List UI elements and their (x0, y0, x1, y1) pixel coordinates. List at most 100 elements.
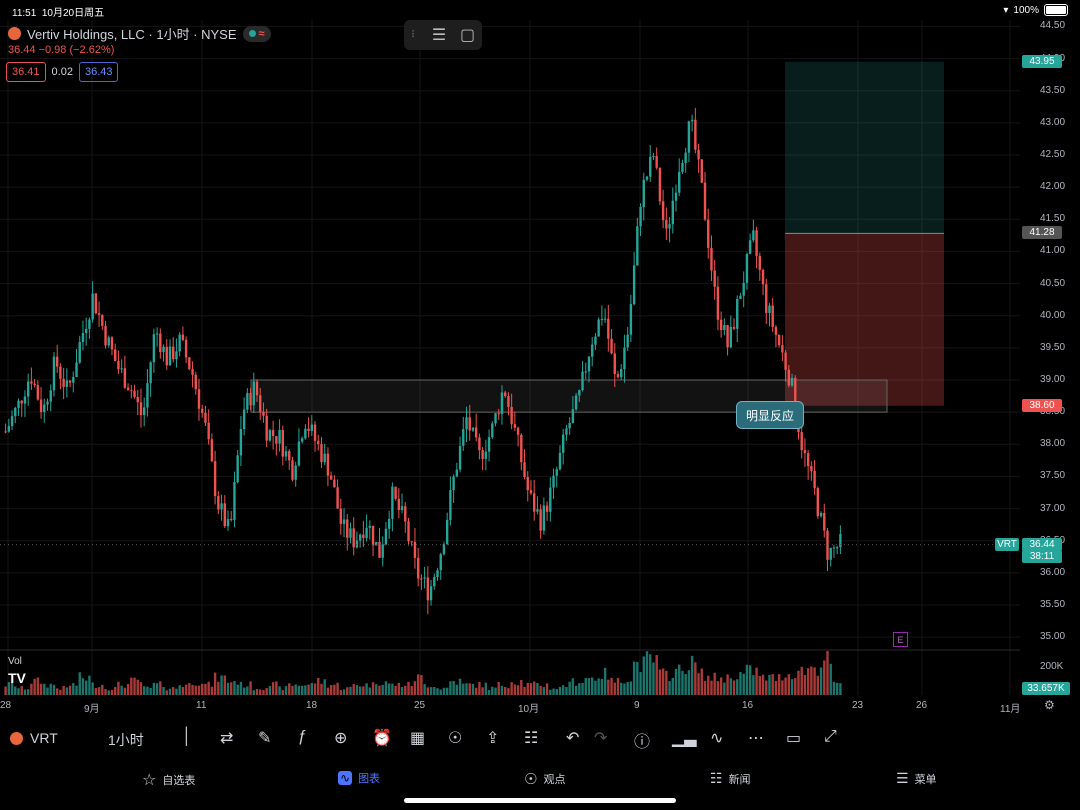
info-icon[interactable]: ⓘ (634, 734, 651, 751)
candle-body (213, 461, 217, 497)
x-tick-label: 11 (196, 700, 207, 711)
draw-pen-icon[interactable]: ✎ (258, 730, 272, 747)
annotation-label[interactable]: 明显反应 (736, 401, 804, 429)
candle-body (739, 295, 742, 299)
notes-icon[interactable]: ☷ (524, 730, 539, 747)
y-tick-label: 40.50 (1040, 277, 1066, 289)
volume-bar (97, 687, 101, 695)
volume-bar (23, 689, 27, 695)
volume-bar (732, 680, 736, 695)
volume-bar (404, 685, 407, 695)
alarm-icon[interactable]: ⏰ (372, 730, 392, 747)
time-axis[interactable]: 28 9月 11 18 25 10月 9 16 23 26 11月 (0, 698, 1022, 715)
volume-bar (436, 688, 439, 695)
market-status-pill[interactable]: ≈ (242, 25, 271, 42)
candle-body (616, 374, 620, 378)
volume-bar (233, 681, 236, 695)
tab-watchlist[interactable]: ☆ 自选表 (142, 772, 196, 789)
volume-bar (668, 681, 671, 695)
idea-lightbulb-icon[interactable]: ☉ (448, 730, 463, 747)
share-icon[interactable]: ⇪ (486, 730, 500, 747)
bid-price[interactable]: 36.41 (6, 62, 46, 82)
candle-body (761, 269, 765, 285)
candle-body (462, 429, 465, 446)
candle-body (549, 487, 552, 512)
volume-bar (565, 686, 568, 695)
indicators-icon[interactable]: ƒ (298, 728, 307, 745)
candle-body (742, 282, 745, 296)
candle-body (239, 429, 243, 456)
candle-body (684, 152, 687, 163)
layout-grid-icon[interactable]: ▦ (410, 730, 426, 747)
volume-bar (516, 685, 520, 695)
add-icon[interactable]: ⊕ (334, 730, 348, 747)
volume-bar (697, 673, 700, 695)
y-tick-label: 37.50 (1040, 470, 1066, 482)
candle-body (78, 342, 81, 363)
volume-bar (674, 668, 678, 695)
fullscreen-rect-icon[interactable]: ▭ (786, 730, 802, 747)
replay-icon[interactable]: ⇄ (220, 730, 234, 747)
drag-handle-icon[interactable]: ⠇ (410, 29, 419, 41)
candle-body (532, 493, 536, 512)
ask-price[interactable]: 36.43 (78, 62, 119, 82)
y-tick-label: 39.50 (1040, 341, 1066, 353)
candle-body (829, 547, 832, 560)
symbol-button[interactable]: VRT (30, 730, 58, 746)
volume-bar (761, 674, 765, 695)
volume-bar (568, 681, 571, 695)
volume-bar (784, 677, 787, 695)
compare-icon[interactable]: ∿ (710, 730, 724, 747)
tab-menu[interactable]: ☰ 菜单 (896, 770, 937, 786)
bar-chart-icon[interactable]: ▁▃ (672, 730, 697, 747)
price-axis[interactable]: 44.5044.0043.5043.0042.5042.0041.5041.00… (995, 0, 1080, 700)
volume-bar (661, 668, 665, 695)
volume-bar (159, 681, 162, 695)
line-settings-icon[interactable]: ☰ (431, 27, 447, 44)
candle-body (426, 577, 430, 601)
candle-body (20, 400, 23, 404)
candle-body (223, 503, 226, 527)
tab-chart[interactable]: ∿ 图表 (338, 771, 381, 785)
candle-body (491, 423, 494, 438)
volume-bar (500, 685, 504, 695)
candle-body (507, 396, 510, 407)
x-tick-label: 28 (0, 700, 12, 711)
expand-icon[interactable]: ⤢ (824, 728, 837, 745)
candle-body (784, 352, 787, 370)
volume-bar (371, 682, 375, 695)
volume-bar (88, 675, 91, 695)
volume-bar (46, 687, 49, 695)
tab-news[interactable]: ☷ 新闻 (710, 770, 751, 786)
volume-bar (649, 654, 652, 695)
drawing-float-toolbar[interactable]: ⠇ ☰ ▢ (404, 20, 482, 50)
earnings-icon[interactable]: E (893, 632, 908, 647)
symbol-header[interactable]: Vertiv Holdings, LLC · 1小时 · NYSE ≈ (8, 24, 271, 43)
y-tick-label: 35.00 (1040, 631, 1066, 643)
candle-body (474, 427, 478, 438)
candle-body (729, 326, 733, 348)
volume-value-tag: 33.657K (1022, 682, 1070, 695)
candle-body (710, 247, 713, 271)
redo-icon[interactable]: ↷ (594, 730, 608, 747)
select-area-icon[interactable]: ▢ (460, 27, 476, 44)
volume-bar (152, 682, 156, 695)
volume-bar (578, 683, 581, 695)
y-tick-label: 42.00 (1040, 181, 1066, 193)
volume-bar (333, 684, 336, 695)
tab-ideas[interactable]: ☉ 观点 (524, 771, 566, 788)
undo-icon[interactable]: ↶ (566, 730, 580, 747)
candle-body (149, 362, 152, 384)
candle-body (136, 396, 139, 403)
interval-button[interactable]: 1小时 (108, 732, 144, 748)
more-icon[interactable]: ⋯ (748, 730, 764, 747)
volume-bar (297, 685, 301, 695)
y-tick-label: 38.00 (1040, 438, 1066, 450)
candle-type-icon[interactable]: │ (182, 728, 192, 745)
candle-body (632, 265, 636, 305)
axis-settings-icon[interactable]: ⚙ (1044, 698, 1055, 712)
candle-body (155, 333, 159, 335)
price-chart[interactable] (0, 0, 1080, 720)
volume-bar (368, 687, 372, 695)
candle-body (774, 326, 778, 335)
